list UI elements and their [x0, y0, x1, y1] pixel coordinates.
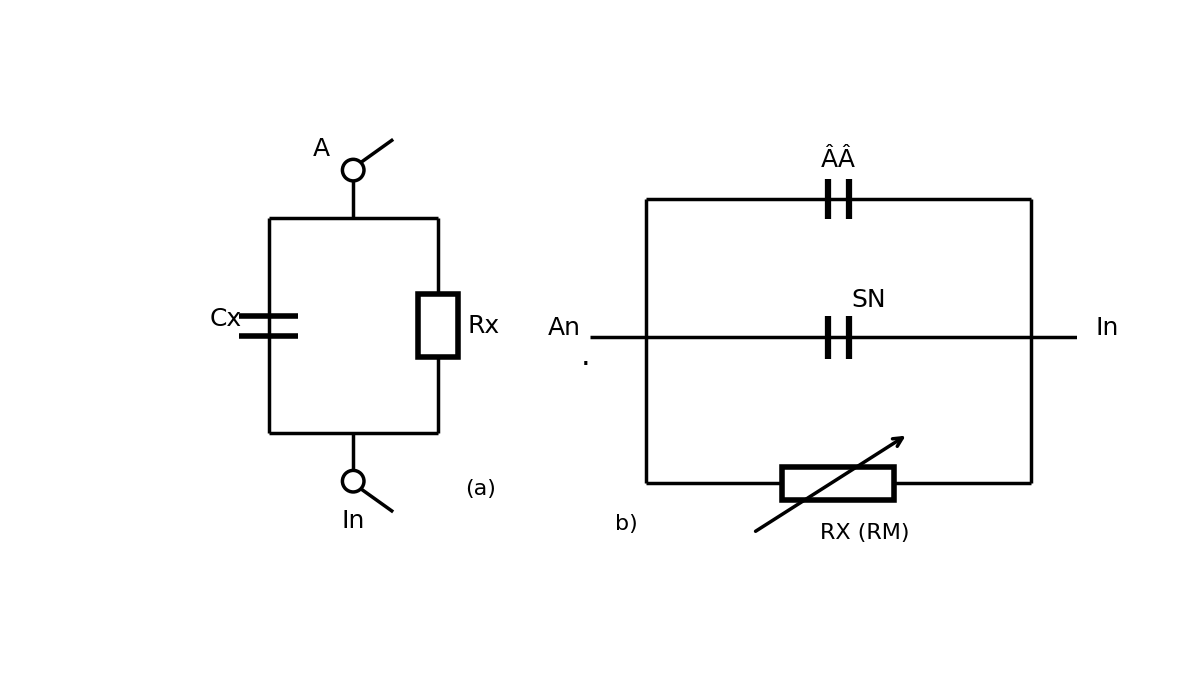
Bar: [418, 294, 458, 357]
Text: An: An: [548, 316, 581, 340]
Text: .: .: [581, 342, 590, 371]
Circle shape: [342, 471, 364, 492]
Text: SN: SN: [852, 288, 887, 312]
Text: A: A: [312, 137, 330, 161]
Bar: [782, 466, 894, 500]
Text: In: In: [1096, 316, 1118, 340]
Circle shape: [342, 159, 364, 181]
Text: b): b): [616, 514, 638, 534]
Text: In: In: [342, 509, 365, 533]
Text: (a): (a): [464, 479, 496, 499]
Text: Cx: Cx: [210, 307, 242, 331]
Text: RX (RM): RX (RM): [821, 523, 910, 543]
Text: Rx: Rx: [467, 314, 499, 338]
Text: ÂÂ: ÂÂ: [821, 148, 856, 172]
